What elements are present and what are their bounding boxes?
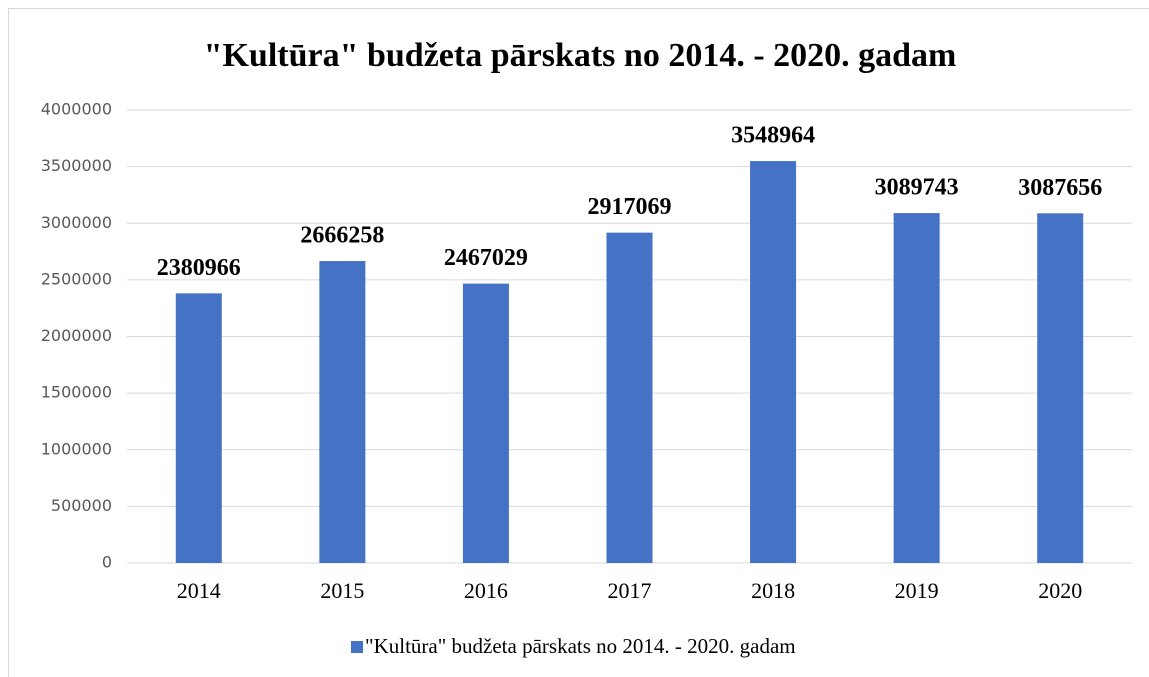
y-tick-label: 2000000 [41,326,112,345]
bar [893,213,940,563]
x-tick-label: 2018 [751,578,795,603]
bar [175,293,222,563]
x-tick-label: 2015 [320,578,364,603]
legend-swatch [351,641,363,653]
data-label: 3548964 [731,123,815,149]
data-label: 3087656 [1018,175,1102,201]
y-tick-label: 3500000 [41,156,112,175]
bar [1037,213,1084,564]
bar [606,232,653,563]
y-tick-label: 0 [102,553,112,572]
x-tick-label: 2019 [895,578,939,603]
x-tick-label: 2020 [1038,578,1082,603]
x-tick-label: 2017 [608,578,652,603]
bar [319,261,366,563]
x-tick-label: 2014 [177,578,221,603]
y-tick-label: 1000000 [41,439,112,458]
data-label: 2666258 [300,223,384,249]
bar [750,161,797,563]
data-label: 3089743 [875,175,959,201]
y-tick-label: 4000000 [41,100,112,119]
x-tick-label: 2016 [464,578,508,603]
y-tick-label: 1500000 [41,383,112,402]
legend-label: "Kultūra" budžeta pārskats no 2014. - 20… [365,634,796,658]
data-label: 2380966 [157,255,241,281]
data-label: 2917069 [588,194,672,220]
y-tick-label: 3000000 [41,213,112,232]
chart-title: "Kultūra" budžeta pārskats no 2014. - 20… [204,37,957,74]
bar [462,283,509,563]
y-tick-label: 500000 [51,496,112,515]
data-label: 2467029 [444,245,528,271]
y-tick-label: 2500000 [41,269,112,288]
